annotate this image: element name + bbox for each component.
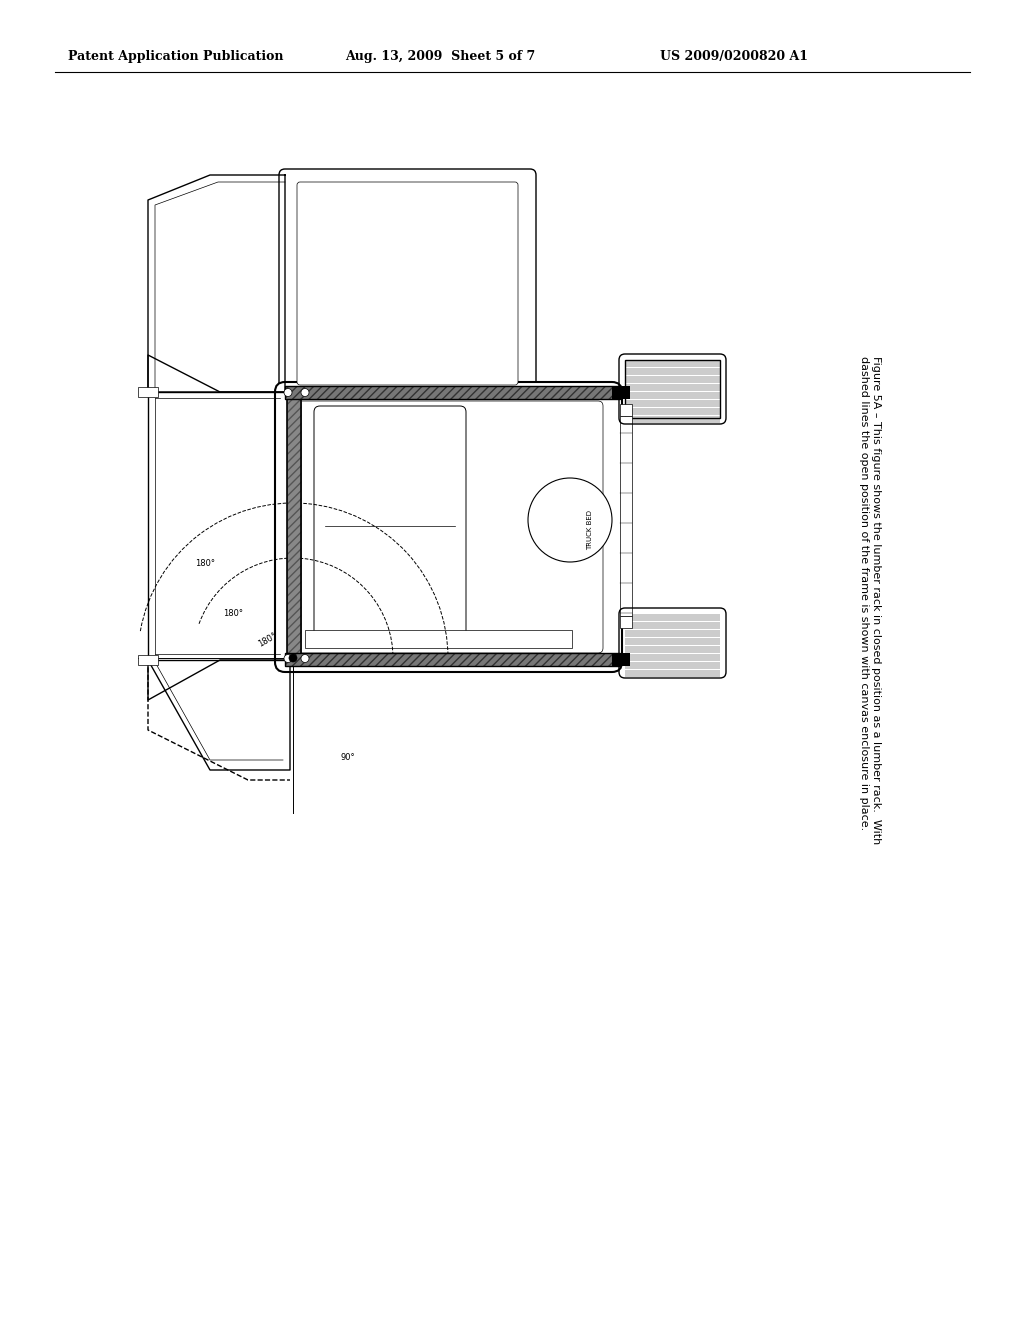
Bar (285, 653, 620, 667)
Bar (620, 416, 632, 616)
FancyBboxPatch shape (294, 401, 603, 653)
FancyBboxPatch shape (275, 381, 622, 672)
Bar (625, 416, 720, 422)
Bar (612, 385, 630, 399)
Circle shape (289, 653, 297, 663)
Bar (625, 408, 720, 414)
Bar (625, 630, 720, 638)
Bar (625, 392, 720, 399)
Text: 90°: 90° (341, 754, 355, 763)
Bar (625, 638, 720, 645)
Circle shape (301, 388, 309, 396)
Bar (620, 616, 632, 628)
Text: Figure 5A – This figure shows the lumber rack in closed position as a lumber rac: Figure 5A – This figure shows the lumber… (859, 356, 881, 843)
Bar (138, 387, 158, 397)
Text: Aug. 13, 2009  Sheet 5 of 7: Aug. 13, 2009 Sheet 5 of 7 (345, 50, 536, 63)
Text: 180°: 180° (223, 609, 243, 618)
Text: 180°: 180° (257, 631, 279, 649)
Text: 180°: 180° (195, 558, 215, 568)
Circle shape (301, 655, 309, 663)
FancyBboxPatch shape (314, 407, 466, 645)
Bar (620, 404, 632, 416)
Bar (625, 360, 720, 418)
Text: US 2009/0200820 A1: US 2009/0200820 A1 (660, 50, 808, 63)
Circle shape (284, 388, 292, 396)
Bar (625, 614, 720, 620)
Bar (285, 385, 620, 399)
Bar (305, 630, 572, 648)
Bar (625, 645, 720, 653)
Circle shape (528, 478, 612, 562)
Bar (287, 392, 301, 660)
Bar (612, 653, 630, 667)
Text: TRUCK BED: TRUCK BED (587, 510, 593, 550)
Bar (625, 622, 720, 630)
Bar (625, 653, 720, 661)
Bar (625, 671, 720, 677)
Bar (625, 400, 720, 407)
Circle shape (284, 655, 292, 663)
Bar (625, 384, 720, 391)
FancyBboxPatch shape (297, 182, 518, 385)
Bar (285, 653, 620, 667)
Bar (625, 376, 720, 383)
Bar (625, 360, 720, 367)
Bar (285, 385, 620, 399)
Bar (138, 655, 158, 665)
Text: Patent Application Publication: Patent Application Publication (68, 50, 284, 63)
Bar (287, 392, 301, 660)
FancyBboxPatch shape (279, 169, 536, 399)
Bar (625, 368, 720, 375)
Bar (625, 663, 720, 669)
